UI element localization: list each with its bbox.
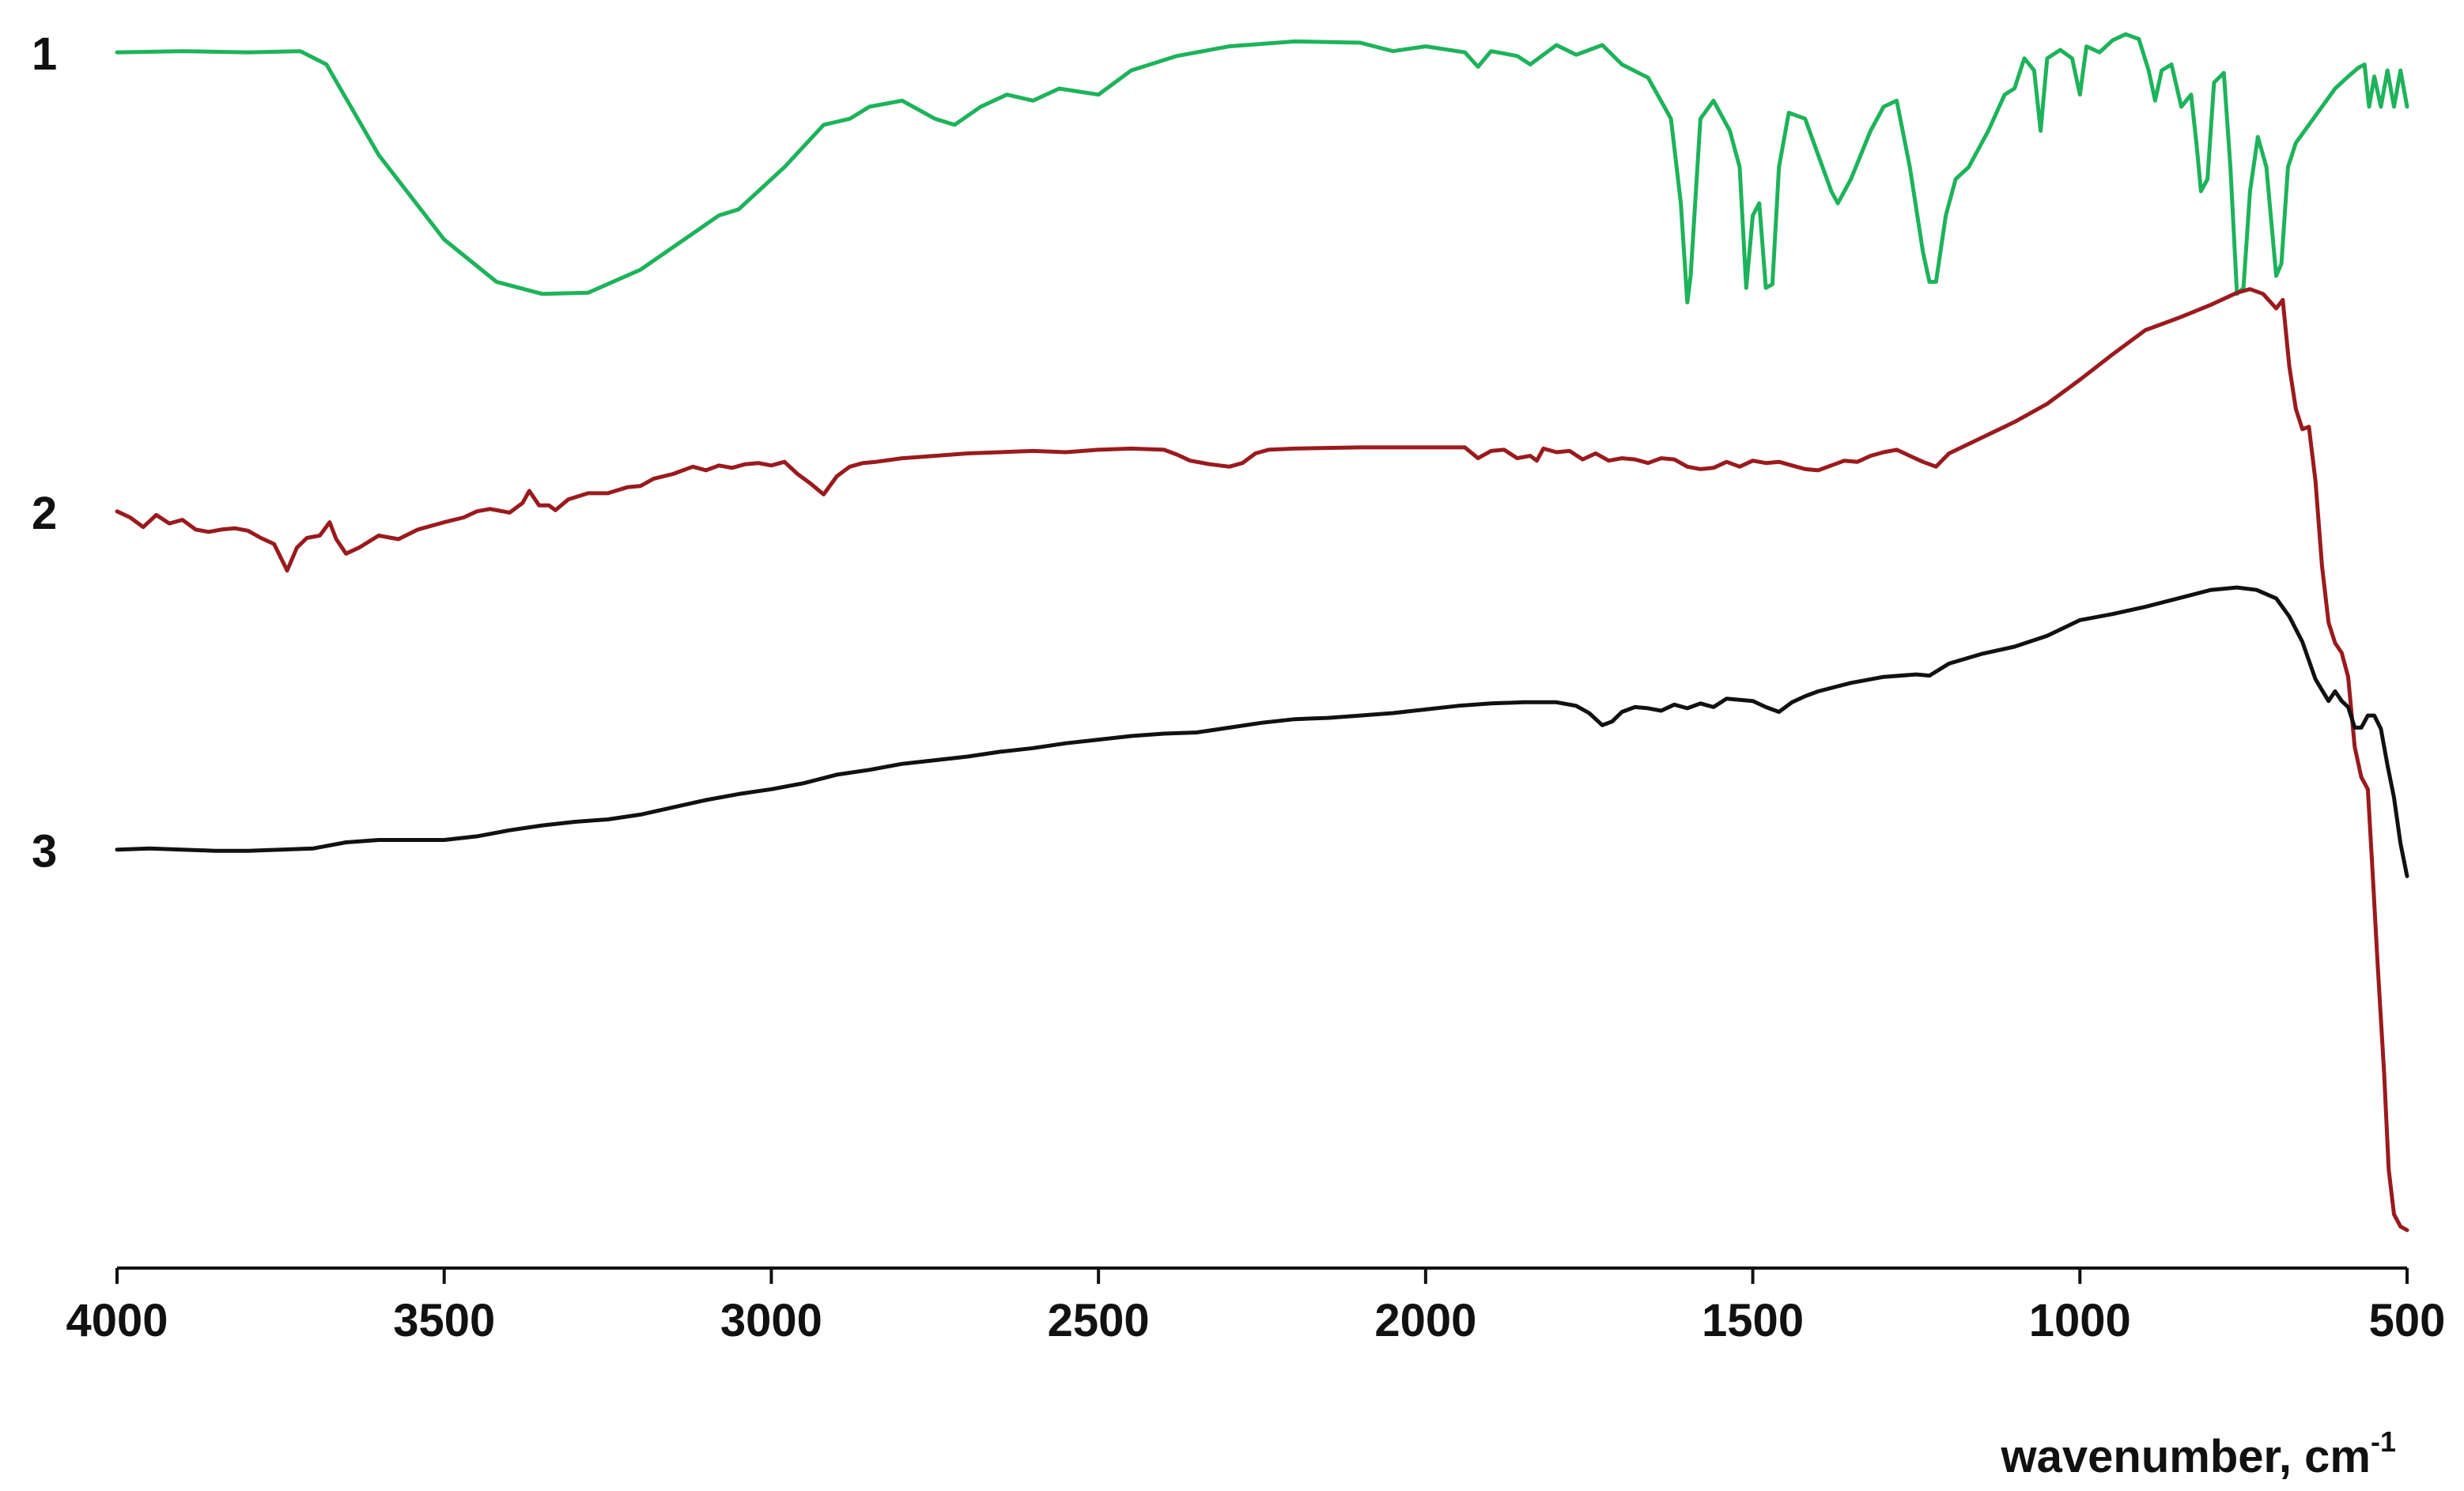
series-labels: 1 2 3 [32,28,57,877]
series-3-line [115,585,2409,878]
x-tick-label: 1500 [1702,1295,1804,1346]
x-tick-label: 4000 [66,1295,168,1346]
x-axis-title-text: wavenumber, cm [2001,1431,2371,1482]
plot-area [115,32,2409,1232]
x-axis-title-superscript: -1 [2371,1425,2396,1458]
x-tick-label: 2000 [1374,1295,1476,1346]
series-3-label: 3 [32,826,57,878]
x-tick-label: 1000 [2029,1295,2131,1346]
x-tick-label: 500 [2369,1295,2446,1346]
x-axis: 4000 3500 3000 2500 2000 1500 1000 500 [66,1266,2446,1346]
x-tick-label: 2500 [1048,1295,1150,1346]
series-1-label: 1 [32,28,57,80]
series-2-label: 2 [32,488,57,539]
x-tick-label: 3000 [720,1295,822,1346]
series-2-line [115,287,2409,1232]
x-tick-label: 3500 [393,1295,495,1346]
series-1-line [115,32,2409,304]
x-axis-title: wavenumber, cm-1 [2001,1425,2396,1482]
